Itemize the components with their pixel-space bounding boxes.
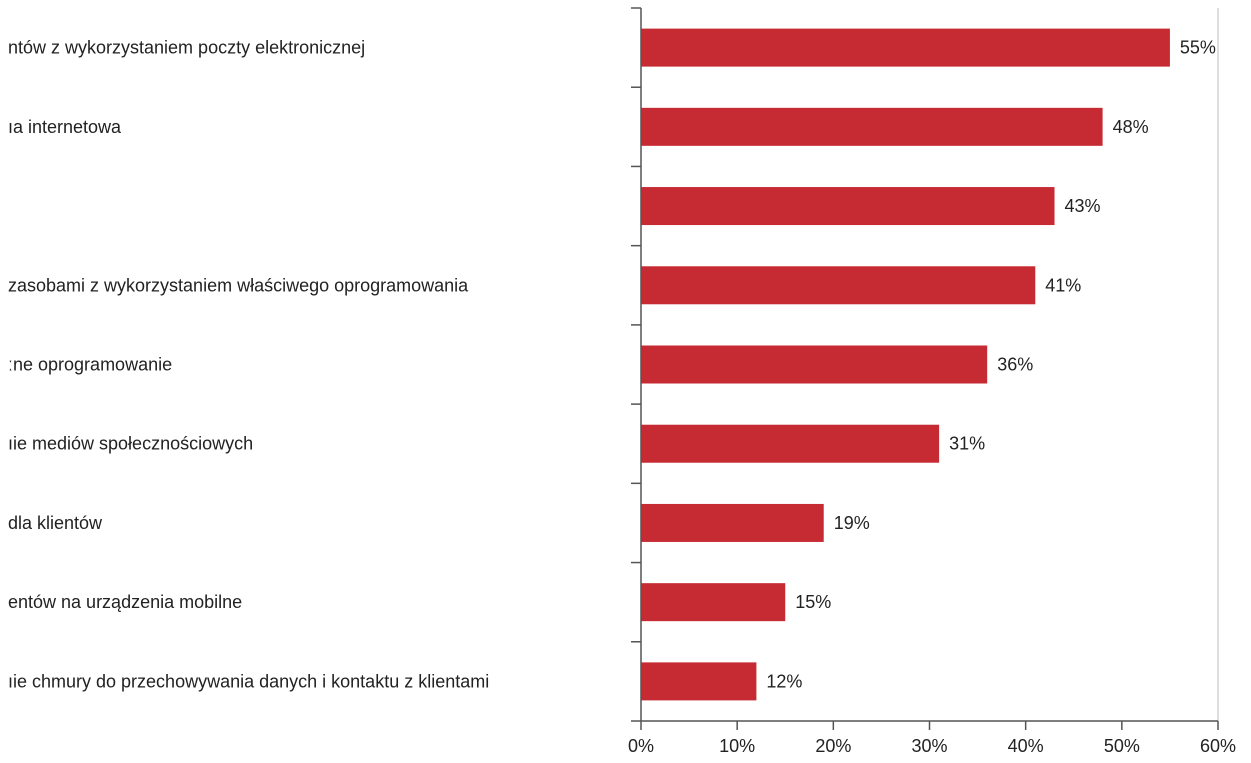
bar: [641, 266, 1036, 305]
category-label: zasobami z wykorzystaniem właściwego opr…: [8, 275, 469, 295]
value-label: 41%: [1045, 275, 1081, 295]
bar: [641, 28, 1170, 67]
value-label: 19%: [834, 513, 870, 533]
x-tick-label: 10%: [719, 736, 755, 756]
value-label: 15%: [795, 592, 831, 612]
x-tick-label: 50%: [1104, 736, 1140, 756]
bar: [641, 345, 988, 384]
x-axis-ticks: 0% 10% 20% 30% 40% 50% 60%: [628, 721, 1236, 756]
category-label: entów na urządzenia mobilne: [8, 592, 242, 612]
x-tick-label: 60%: [1200, 736, 1236, 756]
category-labels: ntów z wykorzystaniem poczty elektronicz…: [8, 38, 489, 692]
bars: [641, 28, 1170, 701]
category-label: dla klientów: [8, 513, 103, 533]
category-label: ːne oprogramowanie: [8, 355, 172, 375]
bar: [641, 424, 940, 463]
category-label: ıie chmury do przechowywania danych i ko…: [8, 671, 489, 691]
bar: [641, 583, 786, 622]
x-tick-label: 40%: [1008, 736, 1044, 756]
bar: [641, 662, 757, 701]
value-label: 43%: [1065, 196, 1101, 216]
x-tick-label: 20%: [815, 736, 851, 756]
category-label: ıa internetowa: [8, 117, 122, 137]
value-labels: 55% 48% 43% 41% 36% 31% 19% 15% 12%: [766, 38, 1216, 692]
value-label: 12%: [766, 671, 802, 691]
category-label: ıie mediów społecznościowych: [8, 434, 253, 454]
value-label: 36%: [997, 355, 1033, 375]
value-label: 31%: [949, 434, 985, 454]
category-label: ntów z wykorzystaniem poczty elektronicz…: [8, 38, 365, 58]
bar: [641, 187, 1055, 226]
value-label: 55%: [1180, 38, 1216, 58]
bar: [641, 503, 824, 542]
bar: [641, 107, 1103, 146]
x-tick-label: 30%: [911, 736, 947, 756]
x-tick-label: 0%: [628, 736, 654, 756]
value-label: 48%: [1113, 117, 1149, 137]
